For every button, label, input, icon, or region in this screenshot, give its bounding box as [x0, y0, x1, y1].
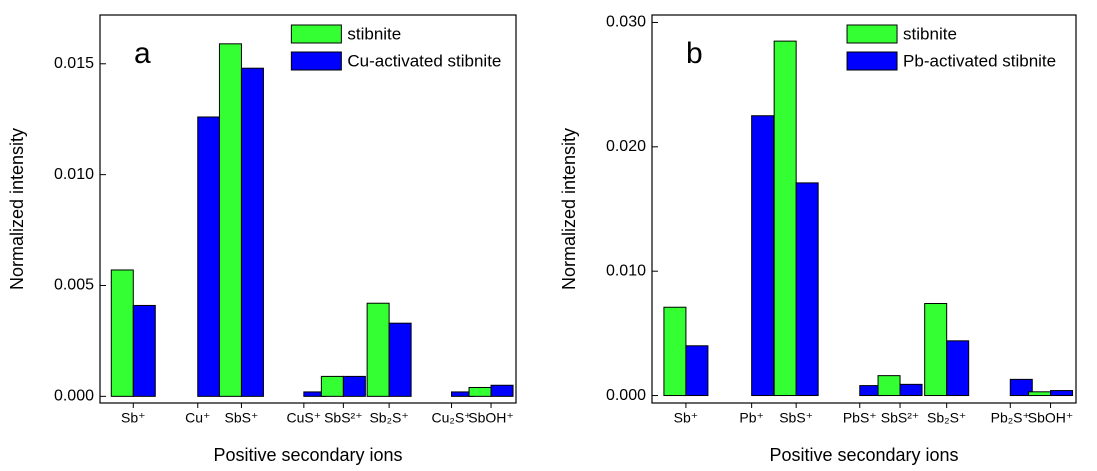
y-axis-label: Normalized intensity	[7, 128, 27, 290]
bar	[490, 384, 514, 397]
bar	[685, 345, 709, 397]
y-axis-label: Normalized intensity	[559, 128, 579, 290]
x-tick-label: PbS⁺	[843, 410, 877, 426]
bar	[468, 386, 492, 397]
y-tick-label: 0.015	[54, 55, 94, 72]
y-tick-label: 0.000	[606, 387, 646, 404]
legend-label: Cu-activated stibnite	[347, 51, 501, 70]
x-tick-label: SbS²⁺	[324, 410, 363, 426]
x-tick-label: SbS²⁺	[881, 410, 920, 426]
bar	[132, 304, 156, 397]
y-tick-label: 0.020	[606, 138, 646, 155]
x-tick-label: Pb⁺	[739, 410, 764, 426]
x-tick-label: Sb₂S⁺	[369, 410, 408, 426]
x-tick-label: CuS⁺	[287, 410, 322, 426]
bar	[110, 269, 134, 397]
x-tick-label: Cu⁺	[185, 410, 210, 426]
x-tick-label: Sb⁺	[674, 410, 699, 426]
bar	[1050, 390, 1074, 397]
plot-frame	[651, 14, 1077, 404]
legend-label: stibnite	[903, 24, 957, 43]
legend-label: Pb-activated stibnite	[903, 51, 1056, 70]
x-tick-label: SbS⁺	[225, 410, 259, 426]
x-tick-label: Sb₂S⁺	[927, 410, 966, 426]
legend-swatch	[290, 51, 342, 71]
legend-swatch	[846, 24, 898, 44]
bar	[388, 322, 412, 397]
panel-letter: a	[134, 37, 151, 70]
x-axis-label: Positive secondary ions	[769, 445, 958, 465]
legend-swatch	[290, 24, 342, 44]
x-axis-label: Positive secondary ions	[213, 445, 402, 465]
y-tick-label: 0.005	[54, 277, 94, 294]
panel-letter: b	[686, 37, 703, 70]
x-tick-label: Pb₂S⁺	[991, 410, 1030, 426]
bar	[240, 67, 264, 397]
y-tick-label: 0.010	[606, 262, 646, 279]
bar	[773, 40, 797, 397]
y-tick-label: 0.030	[606, 14, 646, 31]
bar	[1028, 391, 1052, 397]
y-tick-label: 0.010	[54, 166, 94, 183]
plot-frame	[99, 14, 517, 404]
bar	[899, 383, 923, 397]
bar	[320, 375, 344, 397]
y-tick-label: 0.000	[54, 388, 94, 405]
bar	[197, 116, 221, 397]
x-tick-label: SbOH⁺	[1028, 410, 1074, 426]
legend-swatch	[846, 51, 898, 71]
x-tick-label: SbS⁺	[779, 410, 813, 426]
bar	[795, 182, 819, 397]
bar	[342, 375, 366, 397]
bar	[218, 43, 242, 397]
bar	[924, 303, 948, 397]
legend-label: stibnite	[347, 24, 401, 43]
x-tick-label: Sb⁺	[121, 410, 146, 426]
bar	[366, 302, 390, 397]
bar	[1009, 378, 1033, 397]
bar	[877, 375, 901, 397]
x-tick-label: SbOH⁺	[468, 410, 514, 426]
x-tick-label: Cu₂S⁺	[431, 410, 471, 426]
bar	[663, 306, 687, 397]
bar	[751, 115, 775, 397]
bar	[946, 340, 970, 397]
